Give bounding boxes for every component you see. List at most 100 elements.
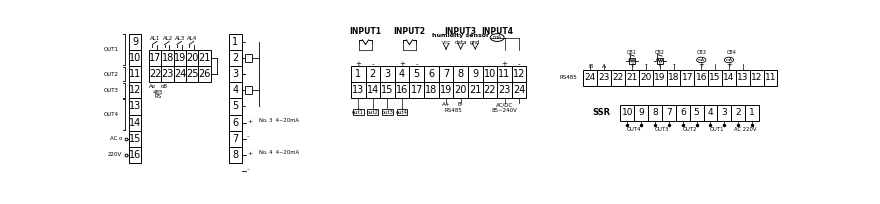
Bar — [365, 66, 380, 82]
Text: 23: 23 — [598, 73, 610, 82]
Bar — [409, 82, 424, 98]
Bar — [353, 109, 363, 115]
Text: data: data — [454, 40, 467, 45]
Text: +: + — [400, 61, 405, 67]
Bar — [397, 109, 407, 115]
Text: 7: 7 — [232, 134, 238, 144]
Text: -: - — [644, 62, 647, 68]
Bar — [629, 58, 635, 64]
Text: 14: 14 — [367, 85, 379, 95]
Text: A: A — [602, 64, 606, 69]
Bar — [129, 66, 142, 82]
Text: -: - — [371, 61, 374, 67]
Text: 6: 6 — [429, 69, 435, 79]
Text: 18: 18 — [425, 85, 437, 95]
Text: AL4: AL4 — [187, 36, 197, 41]
Text: CB3: CB3 — [697, 50, 707, 55]
Text: 220V: 220V — [107, 153, 121, 157]
Text: 10: 10 — [484, 69, 496, 79]
Text: 19: 19 — [654, 73, 665, 82]
Text: 2: 2 — [370, 69, 376, 79]
Text: INPUT4: INPUT4 — [481, 27, 513, 36]
Bar — [129, 147, 142, 163]
Text: 6: 6 — [232, 118, 238, 128]
Text: 1: 1 — [749, 108, 755, 117]
Bar — [230, 82, 242, 98]
Bar — [230, 147, 242, 163]
Text: 9: 9 — [473, 69, 479, 79]
Bar — [482, 66, 497, 82]
Text: 1: 1 — [356, 69, 362, 79]
Text: +: + — [629, 62, 634, 68]
Text: vcc: vcc — [442, 40, 451, 45]
Text: 22: 22 — [484, 85, 496, 95]
Text: 12: 12 — [751, 73, 762, 82]
Bar — [129, 34, 142, 50]
Bar — [453, 66, 468, 82]
Text: +: + — [356, 61, 361, 67]
Bar — [230, 34, 242, 50]
Text: AC 220V: AC 220V — [734, 128, 757, 132]
Text: RS: RS — [155, 94, 162, 99]
Text: 13: 13 — [737, 73, 749, 82]
Bar — [611, 70, 625, 86]
Text: OUT3: OUT3 — [104, 88, 119, 93]
Text: 10: 10 — [621, 108, 633, 117]
Text: 9: 9 — [132, 37, 138, 47]
Text: AL1: AL1 — [150, 36, 160, 41]
Text: 20: 20 — [454, 85, 466, 95]
Bar — [187, 50, 199, 66]
Text: 18: 18 — [668, 73, 679, 82]
Text: 8: 8 — [232, 150, 238, 160]
Text: 22: 22 — [612, 73, 624, 82]
Bar — [620, 105, 634, 121]
Text: 13: 13 — [352, 85, 364, 95]
Bar — [708, 70, 722, 86]
Text: 3: 3 — [722, 108, 727, 117]
Text: 15: 15 — [709, 73, 721, 82]
Text: 23: 23 — [498, 85, 510, 95]
Text: 23: 23 — [161, 69, 174, 79]
Bar — [648, 105, 662, 121]
Text: 17: 17 — [411, 85, 423, 95]
Bar — [351, 66, 365, 82]
Text: –: – — [247, 135, 250, 140]
Bar — [625, 70, 639, 86]
Text: 24: 24 — [584, 73, 596, 82]
Text: +: + — [247, 119, 253, 124]
Text: 85~240V: 85~240V — [492, 108, 517, 113]
Text: 21: 21 — [198, 53, 211, 63]
Text: 485: 485 — [153, 90, 164, 95]
Text: 22: 22 — [149, 69, 162, 79]
Text: 5: 5 — [693, 108, 700, 117]
Text: 26: 26 — [198, 69, 211, 79]
Bar — [680, 70, 694, 86]
Text: 5: 5 — [232, 101, 238, 111]
Bar — [150, 66, 162, 82]
Bar — [690, 105, 704, 121]
Bar — [380, 66, 395, 82]
Bar — [497, 66, 512, 82]
Text: 18: 18 — [162, 53, 173, 63]
Text: 12: 12 — [129, 85, 142, 95]
Bar — [468, 82, 482, 98]
Text: gnd: gnd — [470, 40, 480, 45]
Bar — [129, 82, 142, 98]
Text: mA: mA — [698, 58, 705, 62]
Text: A+: A+ — [442, 102, 451, 107]
Bar — [424, 66, 439, 82]
Text: +: + — [726, 62, 732, 68]
Text: 2: 2 — [736, 108, 741, 117]
Text: 25: 25 — [186, 69, 199, 79]
Text: 5: 5 — [414, 69, 420, 79]
Text: –: – — [247, 167, 250, 172]
Text: humidity sensor: humidity sensor — [432, 33, 489, 38]
Text: 24: 24 — [173, 69, 187, 79]
Bar — [382, 109, 392, 115]
Text: 4: 4 — [708, 108, 714, 117]
Text: 1: 1 — [232, 37, 238, 47]
Bar — [199, 66, 211, 82]
Bar — [245, 54, 253, 62]
Text: 3: 3 — [232, 69, 238, 79]
Text: No. 4  4~20mA: No. 4 4~20mA — [259, 150, 298, 155]
